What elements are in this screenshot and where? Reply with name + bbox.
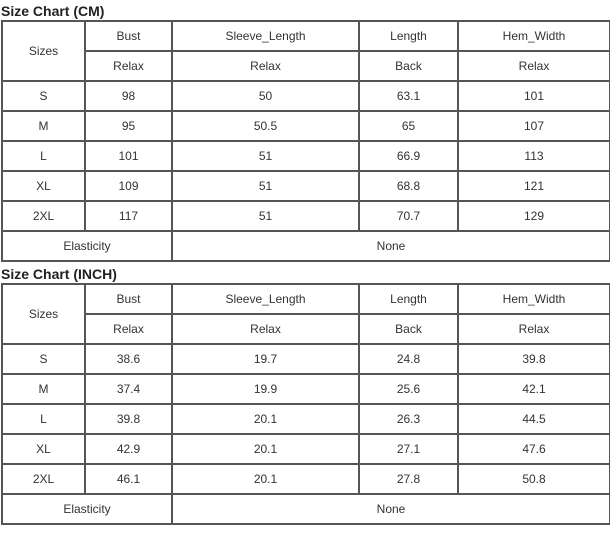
value-cell: 63.1 — [358, 80, 459, 112]
value-cell: 51 — [171, 170, 360, 202]
size-cell: L — [1, 403, 86, 435]
column-subheader: Relax — [84, 50, 173, 82]
value-cell: 107 — [457, 110, 610, 142]
value-cell: 66.9 — [358, 140, 459, 172]
value-cell: 51 — [171, 140, 360, 172]
table-row: 2XL 117 51 70.7 129 — [1, 200, 610, 232]
column-header: Sleeve_Length — [171, 20, 360, 52]
column-subheader: Relax — [84, 313, 173, 345]
value-cell: 20.1 — [171, 463, 360, 495]
size-cell: M — [1, 373, 86, 405]
size-cell: L — [1, 140, 86, 172]
value-cell: 39.8 — [84, 403, 173, 435]
column-header: Length — [358, 20, 459, 52]
size-charts: Size Chart (CM) Sizes Bust Sleeve_Length Len… — [1, 3, 610, 525]
value-cell: 65 — [358, 110, 459, 142]
size-cell: XL — [1, 433, 86, 465]
value-cell: 46.1 — [84, 463, 173, 495]
table-row: 2XL 46.1 20.1 27.8 50.8 — [1, 463, 610, 495]
value-cell: 26.3 — [358, 403, 459, 435]
size-cell: 2XL — [1, 200, 86, 232]
table-row: XL 42.9 20.1 27.1 47.6 — [1, 433, 610, 465]
column-subheader: Back — [358, 50, 459, 82]
elasticity-label: Elasticity — [1, 230, 173, 262]
sizes-header: Sizes — [1, 283, 86, 345]
size-cell: M — [1, 110, 86, 142]
value-cell: 44.5 — [457, 403, 610, 435]
size-cell: 2XL — [1, 463, 86, 495]
column-header: Bust — [84, 283, 173, 315]
value-cell: 25.6 — [358, 373, 459, 405]
value-cell: 19.7 — [171, 343, 360, 375]
value-cell: 101 — [457, 80, 610, 112]
size-cell: XL — [1, 170, 86, 202]
column-subheader: Relax — [171, 313, 360, 345]
column-header: Hem_Width — [457, 283, 610, 315]
chart-title: Size Chart (INCH) — [1, 266, 117, 282]
table-row: S 38.6 19.7 24.8 39.8 — [1, 343, 610, 375]
table-row: XL 109 51 68.8 121 — [1, 170, 610, 202]
size-table: Sizes Bust Sleeve_Length Length Hem_Width Rel… — [1, 20, 610, 262]
table-row: L 101 51 66.9 113 — [1, 140, 610, 172]
value-cell: 117 — [84, 200, 173, 232]
elasticity-row: Elasticity None — [1, 493, 610, 525]
header-row: Sizes Bust Sleeve_Length Length Hem_Width — [1, 20, 610, 82]
column-subheader: Relax — [457, 313, 610, 345]
value-cell: 19.9 — [171, 373, 360, 405]
table-row: M 95 50.5 65 107 — [1, 110, 610, 142]
elasticity-label: Elasticity — [1, 493, 173, 525]
size-table: Sizes Bust Sleeve_Length Length Hem_Width Rel… — [1, 283, 610, 525]
value-cell: 95 — [84, 110, 173, 142]
value-cell: 109 — [84, 170, 173, 202]
subheader-row: Relax Relax Back Relax — [2, 313, 610, 345]
value-cell: 24.8 — [358, 343, 459, 375]
value-cell: 27.8 — [358, 463, 459, 495]
column-header: Bust — [84, 20, 173, 52]
elasticity-value: None — [171, 493, 610, 525]
value-cell: 42.1 — [457, 373, 610, 405]
value-cell: 20.1 — [171, 403, 360, 435]
value-cell: 68.8 — [358, 170, 459, 202]
table-row: M 37.4 19.9 25.6 42.1 — [1, 373, 610, 405]
value-cell: 70.7 — [358, 200, 459, 232]
column-subheader: Relax — [457, 50, 610, 82]
value-cell: 129 — [457, 200, 610, 232]
header-row: Sizes Bust Sleeve_Length Length Hem_Width — [1, 283, 610, 345]
subheader-row: Relax Relax Back Relax — [2, 50, 610, 82]
column-header: Hem_Width — [457, 20, 610, 52]
value-cell: 50.5 — [171, 110, 360, 142]
value-cell: 20.1 — [171, 433, 360, 465]
value-cell: 121 — [457, 170, 610, 202]
size-cell: S — [1, 343, 86, 375]
value-cell: 113 — [457, 140, 610, 172]
sizes-header: Sizes — [1, 20, 86, 82]
value-cell: 39.8 — [457, 343, 610, 375]
value-cell: 50 — [171, 80, 360, 112]
value-cell: 50.8 — [457, 463, 610, 495]
table-row: S 98 50 63.1 101 — [1, 80, 610, 112]
column-subheader: Relax — [171, 50, 360, 82]
elasticity-row: Elasticity None — [1, 230, 610, 262]
column-header: Sleeve_Length — [171, 283, 360, 315]
elasticity-value: None — [171, 230, 610, 262]
size-cell: S — [1, 80, 86, 112]
table-row: L 39.8 20.1 26.3 44.5 — [1, 403, 610, 435]
value-cell: 101 — [84, 140, 173, 172]
value-cell: 27.1 — [358, 433, 459, 465]
value-cell: 37.4 — [84, 373, 173, 405]
column-header: Length — [358, 283, 459, 315]
value-cell: 42.9 — [84, 433, 173, 465]
chart-title: Size Chart (CM) — [1, 3, 105, 19]
column-subheader: Back — [358, 313, 459, 345]
value-cell: 38.6 — [84, 343, 173, 375]
value-cell: 47.6 — [457, 433, 610, 465]
value-cell: 51 — [171, 200, 360, 232]
value-cell: 98 — [84, 80, 173, 112]
